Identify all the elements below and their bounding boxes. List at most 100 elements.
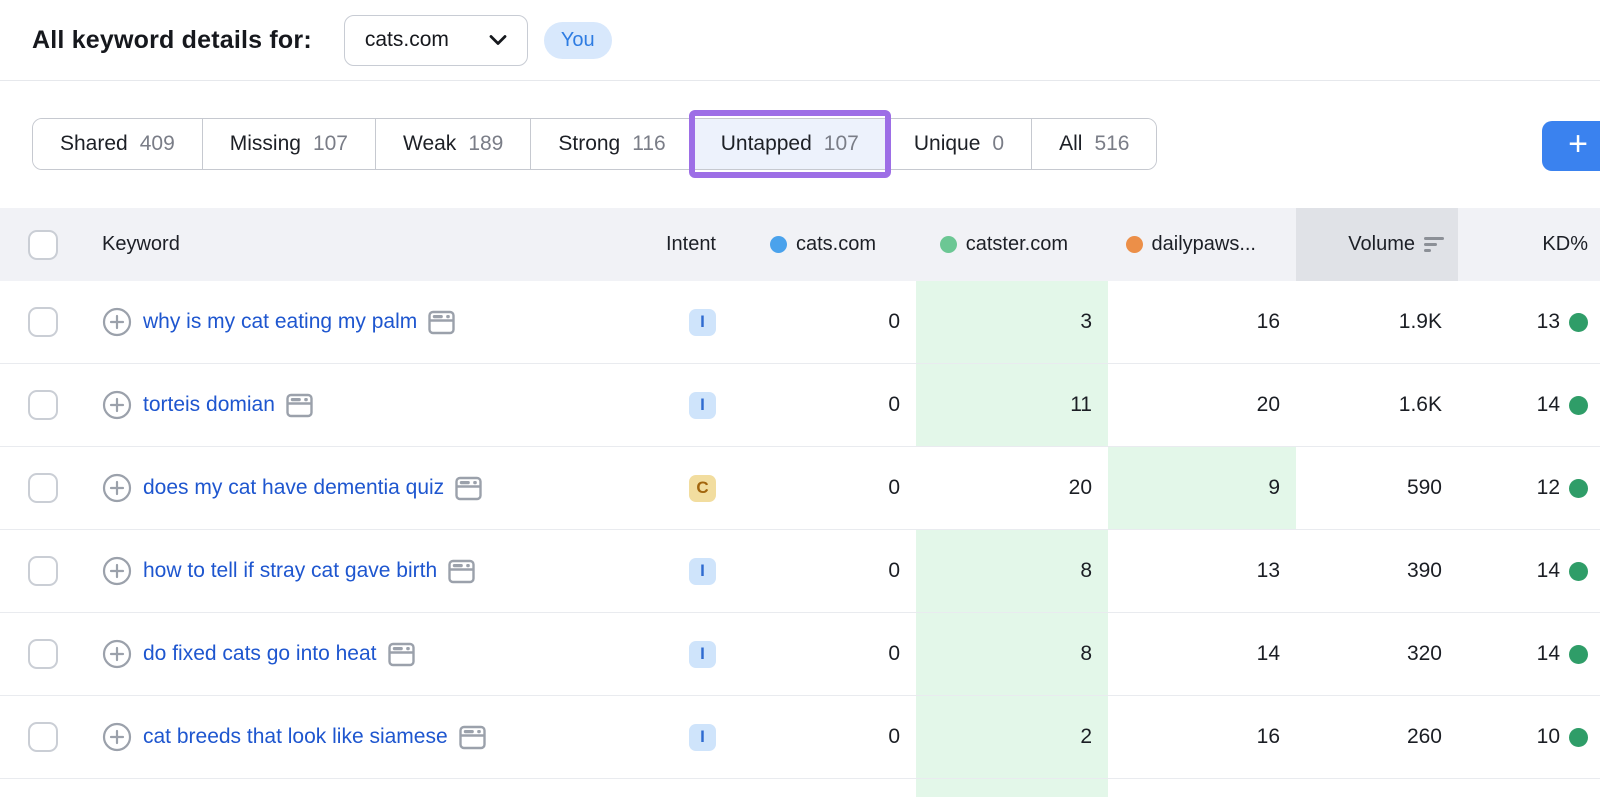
expand-keyword-icon[interactable] [102, 473, 132, 503]
serp-features-icon[interactable] [458, 725, 486, 750]
serp-features-icon[interactable] [428, 310, 455, 335]
filter-tab-label: Missing [229, 132, 301, 155]
table-row: do fixed cats go into heat I 0 8 14 320 … [0, 613, 1600, 696]
keyword-link[interactable]: how to tell if stray cat gave birth [143, 559, 438, 582]
kd-difficulty-dot [1569, 478, 1588, 498]
row-checkbox[interactable] [28, 556, 58, 586]
table-row: torteis domian I 0 11 20 1.6K 14 [0, 364, 1600, 447]
page-title: All keyword details for: [32, 25, 312, 54]
kd-difficulty-dot [1569, 727, 1588, 747]
kd-value: 14 [1536, 642, 1560, 665]
filter-tab-label: Weak [403, 132, 457, 155]
expand-keyword-icon[interactable] [102, 390, 132, 420]
filter-tab-unique[interactable]: Unique 0 [886, 119, 1033, 169]
expand-keyword-icon[interactable] [102, 307, 132, 337]
select-all-checkbox[interactable] [28, 229, 58, 260]
filter-tab-weak[interactable]: Weak 189 [376, 119, 532, 169]
filter-tab-label: Strong [558, 132, 621, 155]
domain-selector-value: cats.com [364, 28, 449, 51]
table-row: how to tell if stray cat gave birth I 0 … [0, 530, 1600, 613]
highlight-cell [916, 779, 1108, 797]
catster-com-value: 2 [916, 696, 1108, 778]
column-header-kd[interactable]: KD% [1542, 233, 1588, 255]
filter-tab-label: All [1059, 132, 1083, 155]
intent-badge: I [689, 723, 716, 751]
volume-value: 590 [1406, 476, 1442, 499]
keyword-link[interactable]: cat breeds that look like siamese [143, 725, 448, 748]
filter-tab-count: 189 [468, 132, 504, 155]
intent-badge: C [689, 474, 716, 502]
kd-difficulty-dot [1569, 561, 1588, 581]
page-header: All keyword details for: cats.com You [0, 0, 1600, 81]
dailypaws-value: 13 [1256, 559, 1280, 582]
serp-features-icon[interactable] [448, 559, 475, 584]
filter-tab-missing[interactable]: Missing 107 [202, 119, 376, 169]
serp-features-icon[interactable] [387, 642, 415, 667]
intent-badge: I [689, 557, 716, 585]
row-checkbox[interactable] [28, 307, 58, 337]
volume-value: 1.9K [1398, 310, 1442, 333]
sort-descending-icon [1424, 236, 1444, 253]
column-header-intent: Intent [665, 233, 716, 255]
expand-keyword-icon[interactable] [102, 639, 132, 669]
dailypaws-value: 16 [1256, 725, 1280, 748]
row-checkbox[interactable] [28, 473, 58, 503]
table-body: why is my cat eating my palm I 0 3 16 1.… [0, 281, 1600, 779]
kd-value: 14 [1536, 393, 1560, 416]
table-row: why is my cat eating my palm I 0 3 16 1.… [0, 281, 1600, 364]
filter-tab-shared[interactable]: Shared 409 [33, 119, 203, 169]
serp-features-icon[interactable] [286, 393, 313, 418]
cats-com-value: 0 [888, 393, 900, 416]
filter-tab-all[interactable]: All 516 [1032, 119, 1157, 169]
filter-tab-count: 409 [139, 132, 175, 155]
cats-com-value: 0 [888, 725, 900, 748]
dailypaws-dot-icon [1125, 236, 1143, 253]
kd-difficulty-dot [1569, 644, 1588, 664]
filter-tab-untapped[interactable]: Untapped 107 [688, 110, 891, 178]
catster-com-value: 8 [916, 613, 1108, 695]
keyword-link[interactable]: torteis domian [143, 393, 275, 416]
row-checkbox[interactable] [28, 722, 58, 752]
cats-com-value: 0 [888, 642, 900, 665]
column-header-dailypaws[interactable]: dailypaws... [1108, 208, 1296, 281]
you-badge: You [543, 21, 612, 59]
filter-tabs: Shared 409 Missing 107 Weak 189 Strong 1… [32, 110, 1158, 178]
expand-keyword-icon[interactable] [102, 556, 132, 586]
kd-difficulty-dot [1569, 395, 1588, 415]
filter-bar: Shared 409 Missing 107 Weak 189 Strong 1… [32, 110, 1600, 178]
volume-value: 320 [1406, 642, 1442, 665]
filter-tab-label: Unique [913, 132, 981, 155]
intent-badge: I [689, 308, 716, 336]
row-checkbox[interactable] [28, 390, 58, 420]
kd-value: 13 [1536, 310, 1560, 333]
volume-value: 390 [1406, 559, 1442, 582]
keyword-link[interactable]: does my cat have dementia quiz [143, 476, 445, 499]
catster-com-dot-icon [939, 236, 957, 253]
kd-value: 12 [1536, 476, 1560, 499]
intent-badge: I [689, 640, 716, 668]
catster-com-value: 8 [916, 530, 1108, 612]
keyword-link[interactable]: do fixed cats go into heat [143, 642, 377, 665]
table-header-row: Keyword Intent cats.com catster.com dail… [0, 208, 1600, 281]
column-header-catster-com[interactable]: catster.com [916, 208, 1108, 281]
filter-tab-strong[interactable]: Strong 116 [531, 119, 694, 169]
add-competitor-button[interactable]: + [1542, 121, 1600, 171]
column-header-volume[interactable]: Volume [1296, 208, 1458, 281]
column-header-cats-com[interactable]: cats.com [716, 208, 916, 281]
domain-selector[interactable]: cats.com [343, 14, 528, 66]
filter-tab-count: 516 [1094, 132, 1130, 155]
cats-com-dot-icon [769, 236, 787, 253]
expand-keyword-icon[interactable] [102, 722, 132, 752]
catster-com-value: 11 [916, 364, 1108, 446]
table-row: does my cat have dementia quiz C 0 20 9 … [0, 447, 1600, 530]
dailypaws-value: 20 [1256, 393, 1280, 416]
cats-com-value: 0 [888, 310, 900, 333]
filter-tab-count: 116 [632, 132, 666, 155]
kd-value: 10 [1536, 725, 1560, 748]
keyword-link[interactable]: why is my cat eating my palm [143, 310, 418, 333]
cats-com-value: 0 [888, 476, 900, 499]
serp-features-icon[interactable] [455, 476, 482, 501]
row-checkbox[interactable] [28, 639, 58, 669]
filter-tab-count: 107 [312, 132, 348, 155]
kd-value: 14 [1536, 559, 1560, 582]
